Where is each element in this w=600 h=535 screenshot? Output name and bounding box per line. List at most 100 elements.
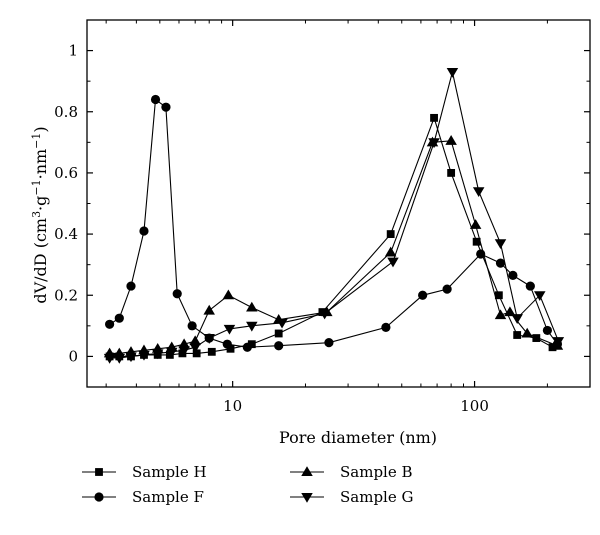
series-sample-b: [103, 135, 564, 358]
data-point-sample-b: [445, 135, 457, 145]
series-line-sample-h: [109, 116, 553, 357]
data-point-sample-g: [428, 138, 440, 149]
tick-labels: 0 0.2 0.4 0.6 0.8 1 10 100: [54, 42, 489, 415]
y-axis-label-sup2: −1: [30, 179, 43, 195]
legend-item-sample-g: Sample G: [290, 488, 413, 506]
data-point-sample-f: [114, 313, 124, 323]
data-point-sample-b: [203, 304, 215, 315]
data-point-sample-g: [103, 353, 116, 364]
series-layer: [103, 67, 565, 364]
data-point-sample-b: [189, 335, 201, 346]
series-line-sample-g: [109, 71, 559, 359]
y-axis-label-sup1: 3: [30, 211, 43, 218]
data-point-sample-f: [495, 258, 506, 268]
y-axis-label-main: dV/dD (cm: [31, 218, 50, 304]
data-point-sample-f: [442, 284, 452, 294]
legend-label-sample-b: Sample B: [340, 463, 413, 481]
data-point-sample-g: [318, 309, 331, 320]
y-tick-label: 0: [68, 347, 78, 365]
x-tick-label: 10: [223, 397, 242, 415]
data-point-sample-b: [469, 219, 482, 229]
data-point-sample-f: [525, 281, 535, 291]
data-point-sample-b: [521, 327, 533, 338]
data-point-sample-b: [222, 289, 235, 300]
y-tick-label: 0.4: [54, 225, 78, 243]
data-point-sample-f: [161, 102, 171, 112]
data-point-sample-b: [384, 246, 397, 257]
data-point-sample-f: [172, 289, 182, 299]
x-axis-label: Pore diameter (nm): [279, 428, 437, 447]
data-point-sample-b: [494, 309, 507, 320]
data-point-sample-h: [226, 344, 235, 353]
series-sample-g: [103, 67, 565, 364]
data-point-sample-f: [418, 290, 428, 300]
y-axis-label-dot2: ·nm: [31, 149, 50, 180]
data-point-sample-g: [165, 347, 178, 358]
data-point-sample-g: [189, 343, 201, 353]
data-point-sample-g: [552, 337, 565, 347]
data-point-sample-h: [207, 347, 216, 356]
data-point-sample-g: [387, 257, 399, 268]
legend-item-sample-f: Sample F: [82, 488, 204, 506]
legend-marker-sample-f: [94, 492, 104, 502]
y-tick-label: 0.6: [54, 164, 78, 182]
data-point-sample-h: [192, 349, 201, 358]
legend: Sample H Sample F Sample B Sample G: [82, 463, 413, 506]
data-point-sample-g: [125, 352, 137, 363]
y-axis-label-dot1: ·g: [31, 196, 50, 211]
data-point-sample-h: [274, 329, 283, 338]
data-point-sample-h: [430, 113, 438, 122]
series-line-sample-b: [109, 140, 558, 354]
x-tick-label: 100: [460, 397, 489, 415]
data-point-sample-h: [472, 237, 481, 246]
data-point-sample-h: [532, 334, 541, 342]
legend-label-sample-g: Sample G: [340, 488, 413, 506]
data-point-sample-h: [178, 349, 187, 358]
data-point-sample-g: [511, 314, 523, 324]
series-line-sample-f: [109, 98, 558, 348]
data-point-sample-h: [247, 340, 256, 349]
data-point-sample-g: [534, 291, 546, 301]
data-point-sample-f: [381, 322, 391, 332]
data-point-sample-g: [178, 346, 190, 357]
data-point-sample-g: [494, 239, 507, 250]
data-point-sample-g: [203, 334, 215, 344]
data-point-sample-h: [386, 230, 395, 238]
data-point-sample-f: [508, 270, 518, 280]
data-point-sample-b: [504, 306, 516, 317]
data-point-sample-f: [139, 226, 149, 236]
legend-item-sample-b: Sample B: [290, 463, 413, 481]
y-axis-label: dV/dD (cm3·g−1·nm−1): [30, 126, 51, 303]
data-point-sample-g: [246, 321, 258, 332]
data-point-sample-b: [178, 338, 190, 349]
legend-item-sample-h: Sample H: [82, 463, 207, 481]
legend-marker-sample-b: [301, 466, 313, 477]
data-point-sample-f: [150, 94, 161, 105]
data-point-sample-g: [472, 187, 485, 198]
data-point-sample-f: [274, 341, 284, 351]
data-point-sample-h: [548, 343, 557, 352]
y-tick-label: 1: [68, 42, 78, 60]
legend-marker-sample-g: [301, 492, 313, 503]
y-tick-label: 0.2: [54, 286, 78, 304]
data-point-sample-h: [447, 169, 456, 177]
legend-marker-sample-h: [95, 468, 103, 476]
data-point-sample-b: [246, 301, 258, 312]
series-sample-f: [105, 94, 563, 352]
data-point-sample-f: [126, 281, 136, 291]
data-point-sample-g: [223, 324, 236, 335]
axis-ticks: [87, 19, 591, 388]
data-point-sample-h: [513, 331, 522, 339]
data-point-sample-f: [324, 338, 334, 348]
data-point-sample-f: [105, 319, 115, 329]
data-point-sample-g: [276, 318, 288, 329]
y-axis-label-sup3: −1: [30, 133, 43, 149]
legend-label-sample-f: Sample F: [132, 488, 204, 506]
legend-label-sample-h: Sample H: [132, 463, 207, 481]
data-point-sample-f: [187, 321, 197, 331]
data-point-sample-g: [446, 67, 459, 78]
data-point-sample-f: [222, 339, 232, 349]
data-point-sample-g: [138, 350, 150, 361]
data-point-sample-f: [542, 325, 552, 336]
